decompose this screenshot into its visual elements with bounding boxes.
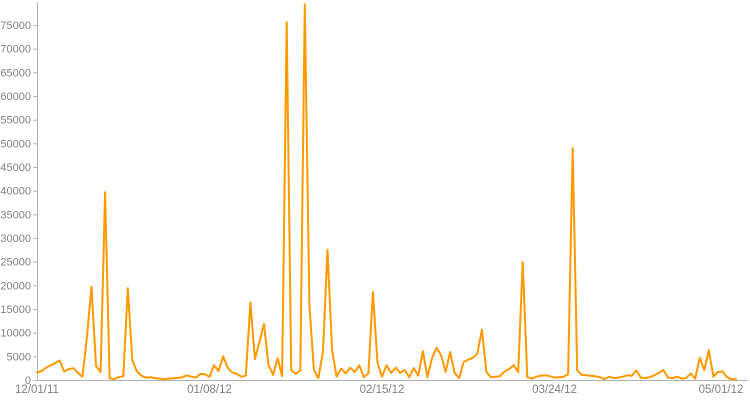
y-axis-tick-label: 15000 (0, 304, 31, 316)
y-axis-tick-label: 50000 (0, 138, 31, 150)
y-axis-tick-label: 45000 (0, 162, 31, 174)
y-axis-tick-label: 5000 (7, 351, 31, 363)
y-axis-tick-label: 65000 (0, 67, 31, 79)
data-series-line[interactable] (36, 3, 738, 381)
y-axis-tick-label: 75000 (0, 20, 31, 32)
y-axis-tick-label: 60000 (0, 91, 31, 103)
x-axis-tick-label: 01/08/12 (187, 384, 232, 396)
y-axis-tick-label: 35000 (0, 209, 31, 221)
y-axis-tick-label: 20000 (0, 280, 31, 292)
y-axis-tick-label: 55000 (0, 115, 31, 127)
x-axis-tick-label: 02/15/12 (360, 384, 405, 396)
x-axis-tick-label: 03/24/12 (532, 384, 577, 396)
y-axis-tick-label: 10000 (0, 328, 31, 340)
y-axis-tick-label: 0 (25, 375, 31, 387)
y-axis-tick-label: 70000 (0, 44, 31, 56)
x-axis-tick-label: 05/01/12 (699, 384, 744, 396)
y-axis-tick-label: 25000 (0, 257, 31, 269)
y-axis-tick-label: 30000 (0, 233, 31, 245)
y-axis-tick-label: 40000 (0, 186, 31, 198)
x-axis-tick-label: 12/01/11 (15, 384, 59, 396)
